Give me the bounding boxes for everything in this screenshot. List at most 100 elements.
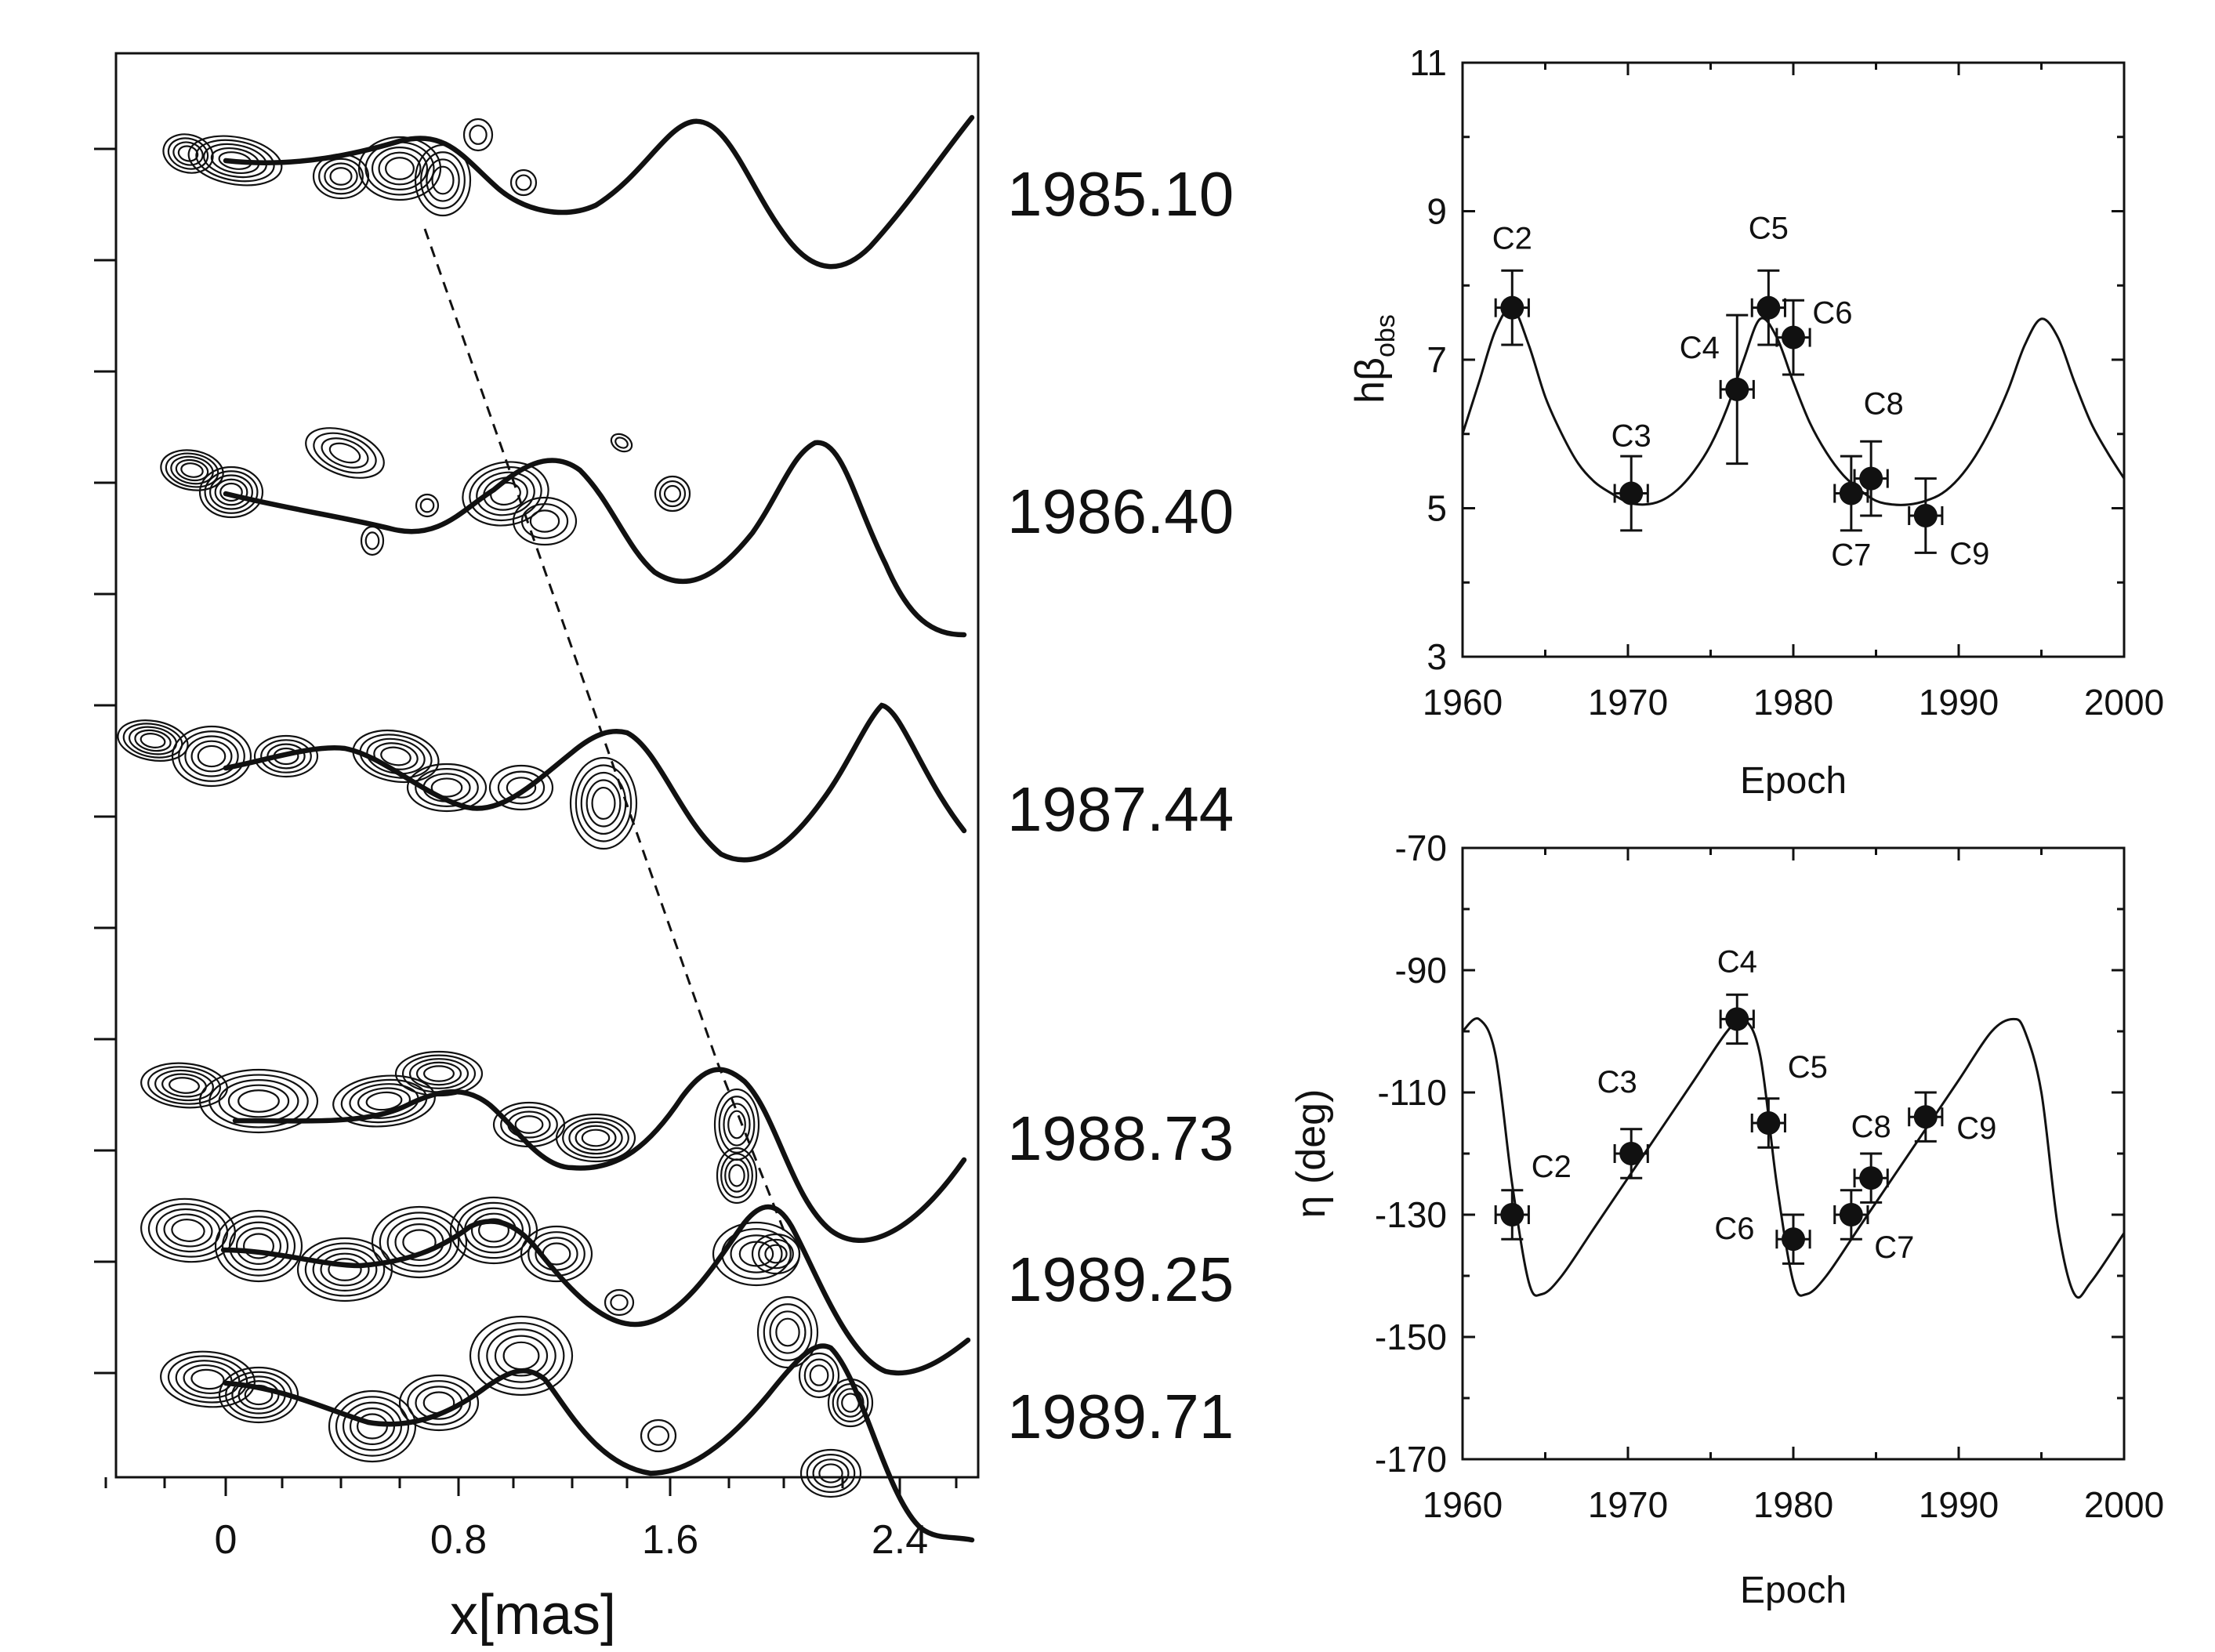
- contour-level: [509, 168, 538, 197]
- contour-level: [798, 1352, 840, 1399]
- contour-level: [610, 1294, 629, 1311]
- contour-level: [208, 1074, 309, 1129]
- hb-point-label-C7: C7: [1831, 538, 1871, 573]
- contour-level: [486, 1328, 556, 1383]
- contour-level: [260, 739, 312, 773]
- contour-level: [140, 1197, 236, 1263]
- jet-bottom-ticks: [104, 1477, 958, 1496]
- hb-ytick-label: 9: [1427, 191, 1447, 232]
- contour-level: [712, 1221, 801, 1287]
- eta-tick-labels: 1960 1970 1980 1990 2000 -70 -90 -110 -130 -150 -1…: [1375, 828, 2164, 1525]
- contour-level: [720, 1153, 753, 1198]
- contour-level: [172, 141, 204, 166]
- contour-level: [575, 764, 633, 842]
- hb-xtick-label: 1960: [1423, 682, 1503, 723]
- contour-level: [756, 1295, 819, 1369]
- contour-level: [134, 729, 172, 752]
- contour-level: [426, 158, 460, 202]
- contour-level: [614, 437, 629, 449]
- contour-level: [366, 737, 426, 775]
- contour-level: [190, 1368, 225, 1390]
- contour-level: [568, 1121, 623, 1155]
- contour-level: [357, 136, 442, 201]
- contour-level: [163, 1213, 213, 1248]
- contour-level: [469, 125, 488, 145]
- contour-level: [512, 496, 578, 546]
- eta-ytick-label: -150: [1375, 1317, 1447, 1357]
- jet-contour-panel: 0 0.8 1.6 2.4 x[mas] 1985.10 1986.40 198…: [94, 52, 1234, 1647]
- eta-point-C6: [1782, 1227, 1805, 1252]
- eta-model-curve: [1461, 1016, 2126, 1299]
- contour-level: [378, 151, 422, 186]
- contour-level: [640, 1418, 677, 1453]
- contour-level: [170, 455, 214, 485]
- x-axis-label: x[mas]: [450, 1584, 616, 1647]
- contour-level: [769, 1310, 807, 1354]
- eta-xtick-label: 1980: [1753, 1484, 1833, 1525]
- eta-ytick-label: -170: [1375, 1439, 1447, 1480]
- contour-level: [469, 466, 542, 521]
- contour-level: [147, 1066, 221, 1105]
- hb-xtick-label: 2000: [2084, 682, 2164, 723]
- contour-level: [305, 427, 385, 479]
- contour-level: [371, 1205, 468, 1279]
- contour-level: [160, 1350, 256, 1408]
- contour-level: [803, 1358, 835, 1393]
- component-tracking-dashed-line: [423, 228, 785, 1231]
- hb-point-label-C8: C8: [1864, 387, 1904, 422]
- hb-y-label-main: hβ: [1347, 357, 1393, 404]
- contour-level: [529, 509, 560, 533]
- contour-level: [328, 1258, 362, 1281]
- hb-data-points: C2 C3 C4 C5 C6 C7 C8 C9: [1492, 212, 1990, 573]
- contour-level: [420, 151, 466, 209]
- contour-level: [321, 437, 369, 469]
- contour-level: [419, 498, 435, 513]
- contour-level: [415, 768, 479, 807]
- contour-level: [494, 1335, 549, 1377]
- contour-level: [610, 433, 633, 453]
- contour-level: [221, 1215, 296, 1277]
- contour-level: [407, 1380, 471, 1426]
- eta-point-C4: [1725, 1007, 1749, 1031]
- hb-point-C2: [1500, 295, 1524, 320]
- eta-x-axis-label: Epoch: [1740, 1570, 1847, 1611]
- x-tick-0.8: 0.8: [430, 1517, 487, 1563]
- contour-level: [318, 158, 364, 195]
- eta-point-label-C7: C7: [1874, 1230, 1914, 1265]
- contour-level: [462, 461, 549, 527]
- contour-level: [718, 1096, 756, 1154]
- contour-level: [324, 162, 358, 190]
- contour-level: [198, 1068, 319, 1134]
- hb-point-C4: [1725, 377, 1749, 401]
- contour-level: [728, 1164, 745, 1187]
- contour-level: [160, 449, 224, 491]
- eta-ytick-label: -110: [1377, 1072, 1447, 1113]
- contour-level: [171, 1219, 205, 1242]
- eta-ytick-label: -70: [1395, 828, 1447, 868]
- contour-level: [727, 1110, 746, 1139]
- model-curve-epoch-2: [223, 440, 967, 638]
- contour-level: [296, 1237, 393, 1302]
- contour-level: [555, 1113, 636, 1163]
- contour-level: [342, 1401, 403, 1451]
- contour-level: [575, 1125, 617, 1151]
- eta-point-C3: [1619, 1142, 1644, 1165]
- hb-point-C7: [1839, 481, 1863, 505]
- contour-level: [180, 462, 204, 478]
- contour-level: [431, 165, 455, 195]
- hb-point-label-C4: C4: [1680, 331, 1720, 365]
- epoch-label-6: 1989.71: [1007, 1382, 1234, 1451]
- h-beta-obs-panel: C2 C3 C4 C5 C6 C7 C8 C9 1960 1970 1980 1990 2000 3 5 7…: [1347, 42, 2164, 802]
- contour-level: [569, 756, 638, 850]
- hb-y-label-sub: obs: [1371, 314, 1401, 357]
- model-curve-epoch-3: [223, 702, 967, 863]
- eta-point-label-C8: C8: [1851, 1110, 1891, 1144]
- contour-level: [462, 118, 494, 152]
- contour-level: [175, 458, 209, 482]
- contour-level: [379, 1212, 460, 1273]
- contour-level: [312, 1248, 378, 1292]
- hb-point-label-C2: C2: [1492, 222, 1532, 256]
- contour-level: [520, 1225, 593, 1283]
- contour-level: [488, 764, 554, 811]
